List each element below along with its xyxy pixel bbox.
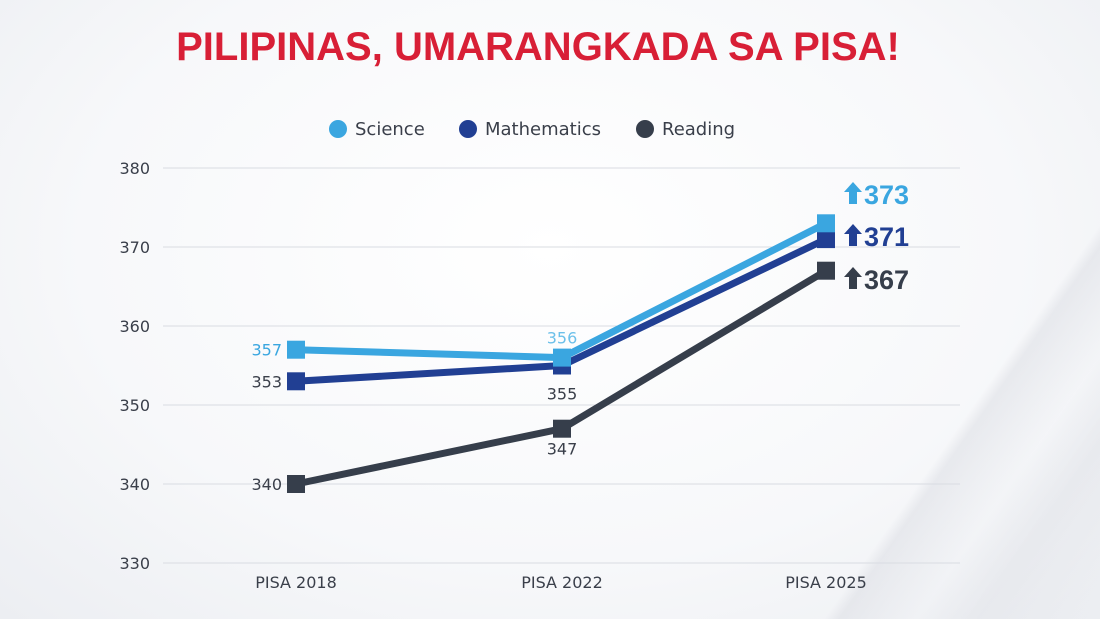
data-point-reading (817, 261, 835, 280)
data-point-mathematics (817, 230, 835, 249)
series-layer (287, 214, 835, 493)
x-axis-ticks: PISA 2018 PISA 2022 PISA 2025 (255, 573, 867, 592)
legend-label: Mathematics (485, 119, 601, 140)
legend-label: Reading (662, 119, 735, 140)
y-tick-label: 330 (119, 554, 150, 573)
up-arrow-icon (844, 267, 862, 289)
legend-swatch (329, 120, 347, 138)
x-tick-label: PISA 2022 (521, 573, 603, 592)
data-point-science (287, 340, 305, 359)
legend-label: Science (355, 119, 425, 140)
data-point-science (553, 348, 571, 367)
y-tick-label: 360 (119, 317, 150, 336)
data-point-mathematics (287, 372, 305, 391)
data-label-mathematics: 355 (547, 385, 578, 404)
y-axis-ticks: 330 340 350 360 370 380 (119, 159, 150, 573)
data-labels: 357 353 340 356 355 347 373 371 367 (251, 180, 909, 494)
end-value-label: 367 (864, 265, 909, 295)
legend-swatch (636, 120, 654, 138)
legend-item-mathematics: Mathematics (459, 119, 601, 140)
legend-item-science: Science (329, 119, 425, 140)
end-label-reading: 367 (844, 265, 909, 295)
x-tick-label: PISA 2025 (785, 573, 867, 592)
end-label-science: 373 (844, 180, 909, 210)
legend-item-reading: Reading (636, 119, 735, 140)
data-point-reading (553, 419, 571, 438)
data-label-mathematics: 353 (251, 372, 282, 391)
y-tick-label: 350 (119, 396, 150, 415)
end-value-label: 371 (864, 222, 909, 252)
up-arrow-icon (844, 182, 862, 204)
chart-title: PILIPINAS, UMARANGKADA SA PISA! (176, 25, 900, 69)
data-label-reading: 347 (547, 440, 578, 459)
data-label-science: 356 (547, 329, 578, 348)
end-value-label: 373 (864, 180, 909, 210)
end-label-mathematics: 371 (844, 222, 909, 252)
legend-swatch (459, 120, 477, 138)
y-tick-label: 370 (119, 238, 150, 257)
y-tick-label: 380 (119, 159, 150, 178)
data-label-reading: 340 (251, 475, 282, 494)
legend: Science Mathematics Reading (329, 119, 735, 140)
up-arrow-icon (844, 224, 862, 246)
y-tick-label: 340 (119, 475, 150, 494)
data-point-science (817, 214, 835, 233)
x-tick-label: PISA 2018 (255, 573, 337, 592)
data-point-reading (287, 475, 305, 493)
data-label-science: 357 (251, 341, 282, 360)
